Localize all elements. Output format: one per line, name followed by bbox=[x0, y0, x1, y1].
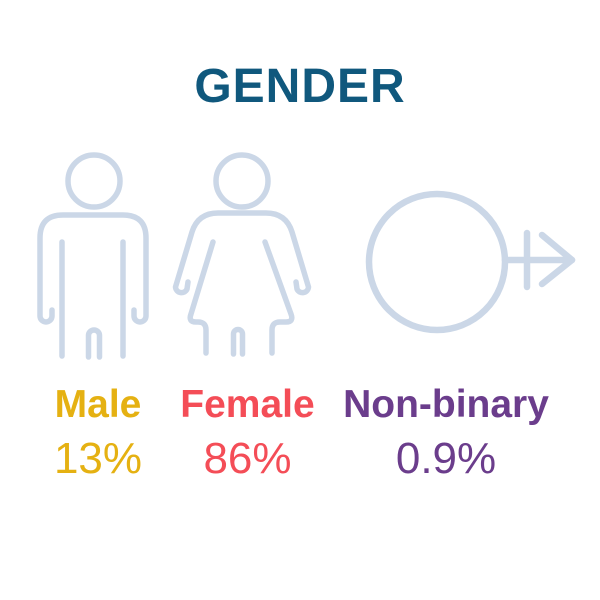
male-icon bbox=[37, 152, 149, 360]
male-percentage: 13% bbox=[53, 434, 143, 483]
category-column-non-binary: Non-binary 0.9% bbox=[325, 385, 567, 481]
category-column-male: Male 13% bbox=[38, 385, 158, 481]
female-percentage: 86% bbox=[203, 434, 292, 483]
non-binary-icon bbox=[365, 190, 576, 334]
page-title: GENDER bbox=[194, 60, 406, 113]
male-label: Male bbox=[54, 383, 142, 426]
category-column-female: Female 86% bbox=[170, 385, 325, 481]
non-binary-label: Non-binary bbox=[343, 383, 549, 426]
female-icon bbox=[172, 152, 312, 357]
non-binary-percentage: 0.9% bbox=[395, 434, 497, 483]
female-label: Female bbox=[180, 383, 315, 426]
